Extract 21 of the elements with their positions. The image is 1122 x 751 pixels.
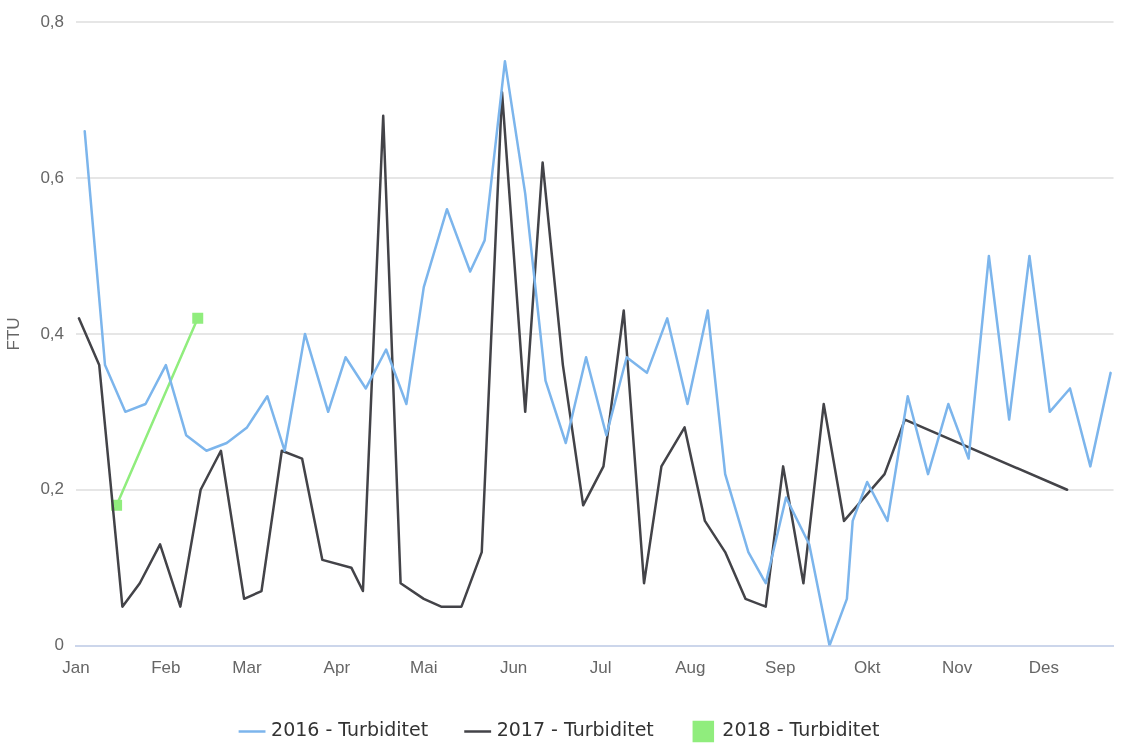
- y-tick-label: 0: [54, 635, 65, 655]
- y-axis-title: FTU: [3, 317, 23, 351]
- x-tick-label: Feb: [151, 658, 181, 678]
- x-tick-label: Jun: [499, 658, 528, 678]
- x-tick-label: Aug: [675, 658, 706, 678]
- x-tick-label: Nov: [941, 658, 973, 678]
- legend-label: 2018 - Turbiditet: [722, 718, 880, 741]
- legend-label: 2017 - Turbiditet: [496, 718, 654, 741]
- legend-label: 2016 - Turbiditet: [271, 718, 429, 741]
- x-tick-label: Mar: [232, 658, 262, 678]
- x-tick-label: Mai: [410, 658, 438, 678]
- x-tick-label: Sep: [765, 658, 796, 678]
- x-tick-label: Jul: [589, 658, 612, 678]
- y-tick-label: 0,6: [40, 167, 65, 187]
- x-tick-label: Jan: [62, 658, 90, 678]
- y-tick-label: 0,8: [40, 11, 65, 31]
- y-tick-label: 0,4: [40, 323, 65, 343]
- x-tick-label: Okt: [853, 658, 881, 678]
- x-tick-label: Des: [1028, 658, 1060, 678]
- x-tick-label: Apr: [323, 658, 351, 678]
- y-tick-label: 0,2: [40, 479, 65, 499]
